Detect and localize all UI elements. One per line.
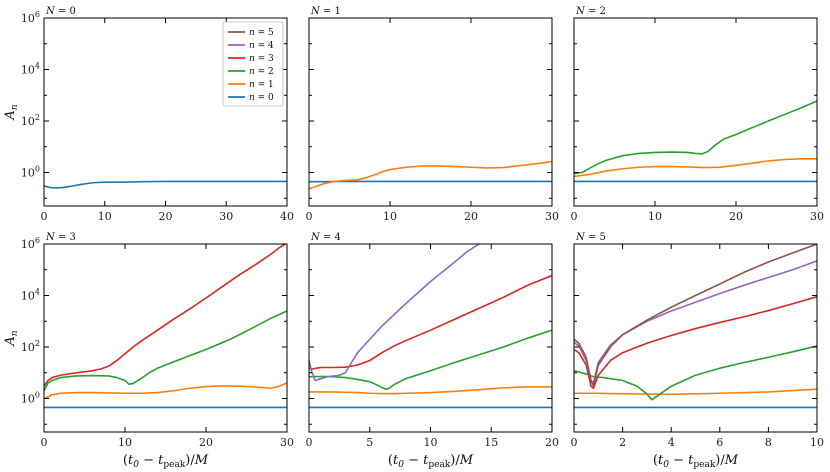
y-tick-label: 104 [21, 61, 40, 76]
y-axis-label: An [3, 104, 20, 120]
x-tick-label: 10 [118, 436, 132, 449]
x-tick-label: 30 [545, 210, 559, 223]
x-axis-label: (t0 − tpeak)/M [653, 453, 739, 470]
series-line-n1 [574, 388, 817, 396]
series-line-n3 [309, 274, 552, 370]
x-tick-label: 5 [366, 436, 373, 449]
x-tick-label: 20 [729, 210, 743, 223]
series-group [309, 160, 552, 190]
panel-title: N = 2 [575, 6, 606, 17]
y-tick-label: 102 [21, 339, 40, 354]
series-line-n3 [44, 244, 287, 388]
series-line-n3 [574, 295, 817, 390]
x-tick-label: 0 [41, 210, 48, 223]
series-line-n4 [309, 244, 481, 382]
panel-N1: 0 10 20 30 N = 1 [306, 6, 560, 223]
plot-frame [573, 243, 818, 433]
x-tick-label: 0 [306, 436, 313, 449]
x-tick-label: 0 [306, 210, 313, 223]
x-tick-label: 10 [424, 436, 438, 449]
x-tick-label: 30 [810, 210, 824, 223]
series-group [309, 244, 552, 409]
series-group [44, 244, 287, 409]
panel-N2: 0 10 20 30 N = 2 [571, 6, 825, 223]
x-tick-label: 10 [383, 210, 397, 223]
legend-entry-n4: n = 4 [249, 41, 274, 51]
y-tick-label: 104 [21, 287, 40, 302]
x-tick-label: 20 [545, 436, 559, 449]
x-tick-label: 10 [810, 436, 824, 449]
x-tick-label: 10 [98, 210, 112, 223]
x-tick-label: 8 [765, 436, 772, 449]
legend-entry-n3: n = 3 [249, 54, 274, 64]
panel-title: N = 0 [45, 6, 76, 17]
panel-N4: 0 5 10 15 20 N = 4 [306, 232, 560, 449]
series-line-n2 [574, 100, 817, 175]
y-tick-label: 100 [21, 164, 40, 179]
x-tick-label: 20 [159, 210, 173, 223]
series-line-n2 [309, 329, 552, 390]
series-line-n1 [44, 382, 287, 400]
legend-entry-n5: n = 5 [249, 28, 274, 38]
panel-title: N = 4 [310, 232, 341, 243]
series-line-n5 [574, 244, 817, 388]
legend-entry-n2: n = 2 [249, 67, 274, 77]
legend-entry-n1: n = 1 [249, 80, 274, 90]
x-tick-label: 2 [619, 436, 626, 449]
x-tick-label: 20 [464, 210, 478, 223]
y-tick-label: 100 [21, 390, 40, 405]
y-tick-label: 102 [21, 113, 40, 128]
series-line-n1 [574, 158, 817, 178]
series-group [574, 100, 817, 183]
plot-frame [308, 243, 553, 433]
legend-box [222, 21, 284, 107]
y-tick-label: 106 [21, 10, 40, 25]
x-tick-label: 20 [199, 436, 213, 449]
x-tick-label: 6 [716, 436, 723, 449]
x-axis-label: (t0 − tpeak)/M [123, 453, 209, 470]
series-line-n1 [309, 160, 552, 190]
x-tick-label: 4 [668, 436, 675, 449]
x-tick-label: 0 [571, 436, 578, 449]
series-line-n1 [309, 386, 552, 395]
legend-entry-n0: n = 0 [249, 93, 274, 103]
panel-N3: 100 102 104 106 0 10 20 30 N = 3 [21, 232, 294, 449]
panel-title: N = 1 [310, 6, 341, 17]
series-line-n0 [44, 180, 287, 189]
axis-labels: An (t0 − tpeak)/M An (t0 − tpeak)/M (t0 − tp… [3, 104, 739, 470]
y-tick-label: 106 [21, 236, 40, 251]
plot-frame [308, 17, 553, 207]
plot-frame [573, 17, 818, 207]
x-tick-label: 40 [280, 210, 294, 223]
series-group [44, 180, 287, 189]
x-axis-label: (t0 − tpeak)/M [388, 453, 474, 470]
series-group [574, 244, 817, 409]
x-tick-label: 30 [219, 210, 233, 223]
panel-title: N = 5 [575, 232, 606, 243]
x-tick-label: 15 [484, 436, 498, 449]
x-tick-label: 0 [571, 210, 578, 223]
legend: n = 5 n = 4 n = 3 n = 2 n = 1 n = 0 [222, 21, 284, 107]
series-line-n4 [574, 260, 817, 384]
x-tick-label: 0 [41, 436, 48, 449]
y-axis-label: An [3, 330, 20, 346]
panel-title: N = 3 [45, 232, 76, 243]
plot-frame [43, 243, 288, 433]
x-tick-label: 30 [280, 436, 294, 449]
x-tick-label: 10 [648, 210, 662, 223]
panel-N5: 0 2 4 6 8 10 N = 5 [571, 232, 825, 449]
series-line-n2 [44, 310, 287, 392]
